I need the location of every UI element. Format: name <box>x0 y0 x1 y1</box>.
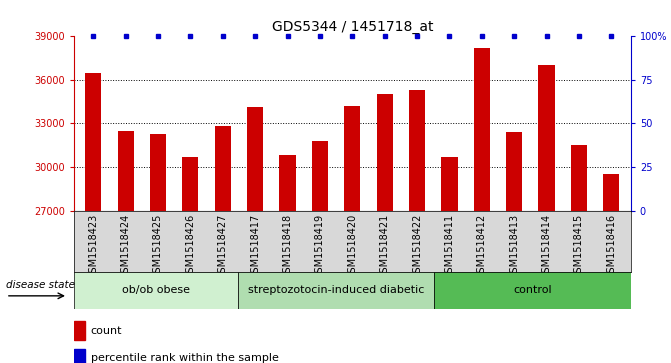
Bar <box>506 132 522 211</box>
Text: GSM1518417: GSM1518417 <box>250 213 260 279</box>
Bar <box>74 349 85 363</box>
Text: GSM1518422: GSM1518422 <box>412 213 422 279</box>
Bar <box>238 272 434 309</box>
Text: GSM1518411: GSM1518411 <box>444 213 454 279</box>
Text: GSM1518425: GSM1518425 <box>153 213 163 279</box>
Bar <box>85 73 101 211</box>
Bar <box>344 106 360 211</box>
Text: GSM1518420: GSM1518420 <box>348 213 357 279</box>
Bar <box>442 157 458 211</box>
Bar <box>74 322 85 340</box>
Text: GSM1518412: GSM1518412 <box>477 213 486 279</box>
Bar <box>183 157 199 211</box>
Text: GSM1518424: GSM1518424 <box>121 213 131 279</box>
Bar <box>150 134 166 211</box>
Bar <box>74 272 238 309</box>
Text: GSM1518421: GSM1518421 <box>380 213 390 279</box>
Text: GSM1518414: GSM1518414 <box>541 213 552 279</box>
Bar <box>279 155 296 211</box>
Text: GSM1518426: GSM1518426 <box>185 213 195 279</box>
Bar <box>247 107 263 211</box>
Text: GSM1518427: GSM1518427 <box>218 213 227 279</box>
Text: GSM1518415: GSM1518415 <box>574 213 584 279</box>
Bar <box>434 272 631 309</box>
Title: GDS5344 / 1451718_at: GDS5344 / 1451718_at <box>272 20 433 34</box>
Text: disease state: disease state <box>6 280 75 290</box>
Bar <box>215 126 231 211</box>
Text: GSM1518419: GSM1518419 <box>315 213 325 279</box>
Text: streptozotocin-induced diabetic: streptozotocin-induced diabetic <box>248 285 424 295</box>
Text: count: count <box>91 326 122 336</box>
Bar <box>117 131 134 211</box>
Text: GSM1518413: GSM1518413 <box>509 213 519 279</box>
Text: ob/ob obese: ob/ob obese <box>121 285 190 295</box>
Bar <box>571 145 587 211</box>
Bar <box>376 94 393 211</box>
Bar <box>538 65 555 211</box>
Bar <box>603 174 619 211</box>
Bar <box>409 90 425 211</box>
Text: GSM1518418: GSM1518418 <box>282 213 293 279</box>
Bar <box>312 141 328 211</box>
Bar <box>474 48 490 211</box>
Text: GSM1518416: GSM1518416 <box>607 213 616 279</box>
Text: percentile rank within the sample: percentile rank within the sample <box>91 354 278 363</box>
Text: control: control <box>513 285 552 295</box>
Text: GSM1518423: GSM1518423 <box>89 213 98 279</box>
